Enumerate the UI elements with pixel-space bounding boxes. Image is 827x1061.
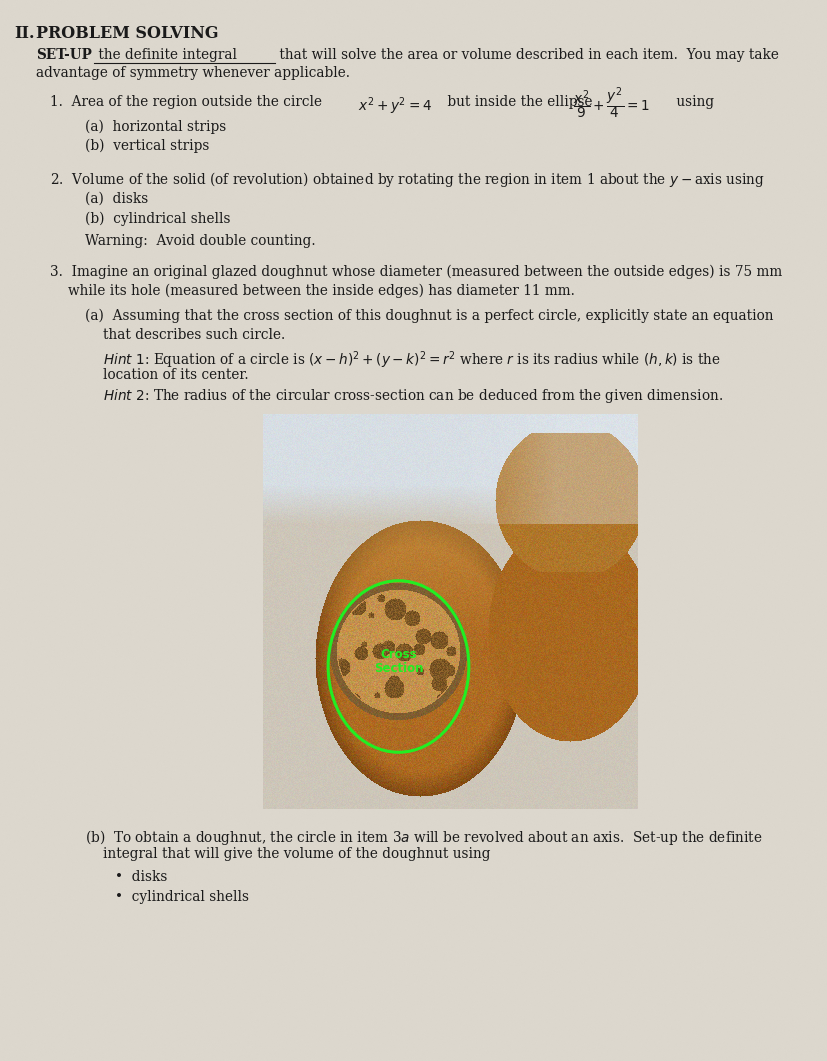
Text: $x^2 + y^2 = 4$: $x^2 + y^2 = 4$	[357, 95, 432, 117]
Text: (b)  vertical strips: (b) vertical strips	[85, 139, 209, 154]
Text: but inside the ellipse: but inside the ellipse	[442, 95, 592, 109]
Text: $\mathit{Hint\ 2}$: The radius of the circular cross-section can be deduced from: $\mathit{Hint\ 2}$: The radius of the ci…	[103, 387, 722, 405]
Text: while its hole (measured between the inside edges) has diameter 11 mm.: while its hole (measured between the ins…	[68, 284, 574, 298]
Text: SET-UP: SET-UP	[36, 48, 92, 62]
Text: 1.  Area of the region outside the circle: 1. Area of the region outside the circle	[50, 95, 326, 109]
Text: integral that will give the volume of the doughnut using: integral that will give the volume of th…	[103, 847, 490, 860]
Text: (a)  disks: (a) disks	[85, 192, 148, 206]
Text: (b)  cylindrical shells: (b) cylindrical shells	[85, 212, 230, 226]
Text: $\mathit{Hint\ 1}$: Equation of a circle is $(x-h)^2+(y-k)^2=r^2$ where $r$ is i: $\mathit{Hint\ 1}$: Equation of a circle…	[103, 349, 720, 370]
Text: using: using	[672, 95, 713, 109]
Text: (a)  horizontal strips: (a) horizontal strips	[85, 120, 226, 135]
Text: 3.  Imagine an original glazed doughnut whose diameter (measured between the out: 3. Imagine an original glazed doughnut w…	[50, 265, 782, 279]
Text: the definite integral: the definite integral	[94, 48, 237, 62]
Text: (a)  Assuming that the cross section of this doughnut is a perfect circle, expli: (a) Assuming that the cross section of t…	[85, 309, 772, 324]
Text: PROBLEM SOLVING: PROBLEM SOLVING	[36, 25, 218, 42]
Text: location of its center.: location of its center.	[103, 368, 248, 382]
Text: that describes such circle.: that describes such circle.	[103, 328, 285, 342]
Text: •  cylindrical shells: • cylindrical shells	[115, 890, 249, 904]
Text: II.: II.	[14, 25, 35, 42]
Text: Cross
Section: Cross Section	[373, 647, 423, 676]
Text: 2.  Volume of the solid (of revolution) obtained by rotating the region in item : 2. Volume of the solid (of revolution) o…	[50, 170, 764, 189]
Text: that will solve the area or volume described in each item.  You may take: that will solve the area or volume descr…	[275, 48, 778, 62]
Text: $\dfrac{x^2}{9}+\dfrac{y^2}{4}=1$: $\dfrac{x^2}{9}+\dfrac{y^2}{4}=1$	[572, 85, 649, 121]
Text: advantage of symmetry whenever applicable.: advantage of symmetry whenever applicabl…	[36, 66, 350, 80]
Text: •  disks: • disks	[115, 870, 167, 884]
Text: (b)  To obtain a doughnut, the circle in item 3$a$ will be revolved about an axi: (b) To obtain a doughnut, the circle in …	[85, 828, 762, 847]
Text: Warning:  Avoid double counting.: Warning: Avoid double counting.	[85, 234, 315, 248]
